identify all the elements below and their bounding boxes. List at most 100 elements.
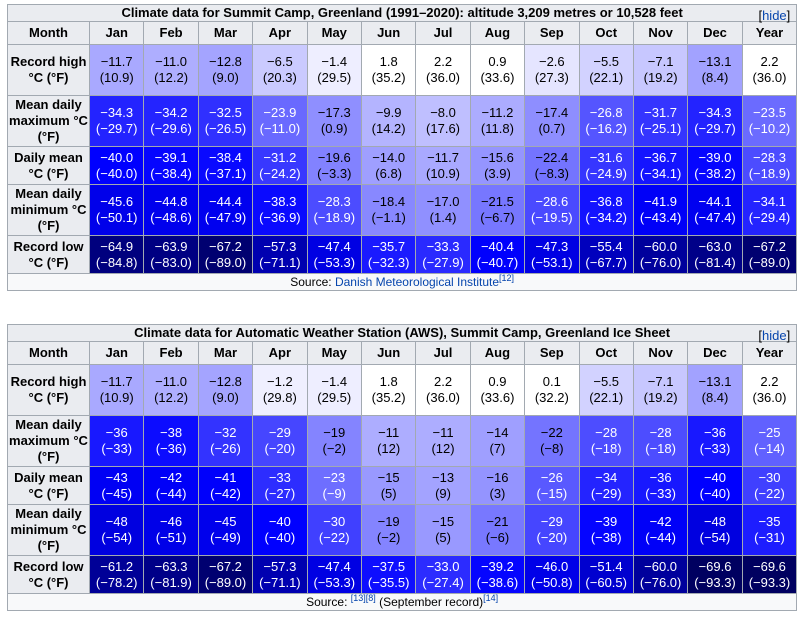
value-celsius: −47.3 [535,238,569,254]
value-fahrenheit: (−14) [754,441,785,456]
month-column-header: Oct [578,341,634,365]
data-cell: −36.7 (−34.1) [632,146,689,185]
citation-link[interactable]: [8] [365,593,376,603]
source-link[interactable]: Danish Meteorological Institute [334,275,500,289]
value-celsius: −69.6 [698,558,732,574]
value-fahrenheit: (−76.0) [639,254,682,270]
value-fahrenheit: (−53.3) [313,574,356,590]
value-celsius: −44.4 [209,194,242,209]
data-cell: −51.4 (−60.5) [578,555,634,594]
value-fahrenheit: (−76.0) [639,574,682,590]
value-fahrenheit: (−47.4) [694,210,736,225]
value-celsius: −15 [432,514,455,529]
value-celsius: −31.6 [589,149,623,165]
data-cell: −31.2 (−24.2) [252,146,308,185]
value-celsius: −14 [486,425,509,440]
value-celsius: −69.6 [753,558,786,574]
data-cell: −39 (−38) [578,504,634,556]
value-fahrenheit: (−24.2) [259,165,301,181]
value-celsius: −37.5 [372,558,406,574]
value-fahrenheit: (−29) [590,485,622,501]
data-cell: −31.7 (−25.1) [632,95,689,147]
data-cell: −42 (−44) [632,504,689,556]
row-header: Mean daily minimum °C (°F) [7,504,90,556]
table-row: Record high °C (°F) −11.7 (10.9) −11.0 (12.2… [7,44,798,96]
data-cell: −11 (12) [415,415,471,467]
data-cell: 0.1 (32.2) [524,364,580,416]
value-celsius: 2.2 [434,374,453,389]
data-cell: −45.6 (−50.1) [88,184,145,236]
value-celsius: −36 [105,425,128,440]
value-celsius: −46 [160,514,183,529]
data-cell: −34.3 (−29.7) [687,95,743,147]
data-cell: −40.4 (−40.7) [469,235,526,274]
data-cell: −36 (−33) [88,415,145,467]
value-fahrenheit: (−8) [540,441,564,456]
data-cell: 2.2 (36.0) [741,44,798,96]
value-fahrenheit: (12.2) [154,70,189,85]
value-fahrenheit: (−38.6) [476,574,519,590]
data-cell: −30 (−22) [306,504,362,556]
hide-toggle: [hide] [758,8,791,23]
value-celsius: −11 [378,425,400,440]
hide-toggle: [hide] [758,328,791,343]
value-celsius: 2.2 [760,374,779,389]
value-celsius: −23 [323,469,346,485]
data-cell: −12.8 (9.0) [197,364,254,416]
climate-table: Climate data for Automatic Weather Stati… [6,324,798,611]
value-fahrenheit: (−10.2) [748,121,791,136]
data-cell: −67.2 (−89.0) [741,235,798,274]
data-cell: −47.3 (−53.1) [524,235,580,274]
source-note: (September record) [375,595,484,609]
hide-link[interactable]: hide [762,328,787,343]
value-celsius: −5.5 [593,54,620,69]
value-celsius: −6.5 [267,54,293,69]
data-cell: −13 (9) [415,466,471,505]
climate-table-aws-summit: Climate data for Automatic Weather Stati… [6,324,798,611]
value-celsius: −1.4 [321,54,348,69]
table-title: Climate data for Summit Camp, Greenland … [121,5,683,20]
value-fahrenheit: (35.2) [371,70,406,85]
data-cell: −44.1 (−47.4) [687,184,743,236]
value-celsius: −60.0 [644,558,678,574]
value-fahrenheit: (36.0) [426,70,461,85]
data-cell: −38 (−36) [143,415,199,467]
climate-table-summit-camp: Climate data for Summit Camp, Greenland … [6,4,798,291]
value-celsius: −19 [377,514,400,529]
citation-link[interactable]: [12] [499,273,515,283]
value-fahrenheit: (0.9) [320,121,348,136]
month-column-header: Apr [252,21,308,45]
value-fahrenheit: (19.2) [643,390,678,405]
value-celsius: −7.1 [647,54,674,69]
row-header: Mean daily maximum °C (°F) [7,415,90,467]
value-celsius: −15.6 [480,149,514,165]
value-celsius: −31.7 [644,105,678,120]
data-cell: −11.7 (10.9) [88,364,145,416]
data-cell: −26 (−15) [524,466,580,505]
citation-link[interactable]: [14] [483,593,499,603]
citation-link[interactable]: [13] [350,593,366,603]
data-cell: −38.3 (−36.9) [252,184,308,236]
data-cell: −1.4 (29.5) [306,364,362,416]
value-celsius: −41 [214,469,237,485]
data-cell: −13.1 (8.4) [687,44,743,96]
value-celsius: −12.8 [209,374,242,389]
value-fahrenheit: (8.4) [701,70,729,85]
value-fahrenheit: (−33) [699,441,731,456]
value-fahrenheit: (10.9) [99,390,134,405]
value-fahrenheit: (10.9) [426,165,461,181]
month-column-header: Mar [197,341,254,365]
data-cell: −34.3 (−29.7) [88,95,145,147]
value-fahrenheit: (36.0) [752,390,787,405]
value-celsius: 1.8 [379,374,398,389]
month-column-header: Nov [632,21,689,45]
value-celsius: −11.2 [481,105,514,120]
value-celsius: −2.6 [538,54,565,69]
value-celsius: −67.2 [209,238,242,254]
value-fahrenheit: (−38) [590,530,622,545]
value-celsius: −45 [214,514,237,529]
value-fahrenheit: (−49) [210,530,241,545]
table-title: Climate data for Automatic Weather Stati… [134,325,671,340]
value-fahrenheit: (−60.5) [585,574,627,590]
hide-link[interactable]: hide [762,8,787,23]
